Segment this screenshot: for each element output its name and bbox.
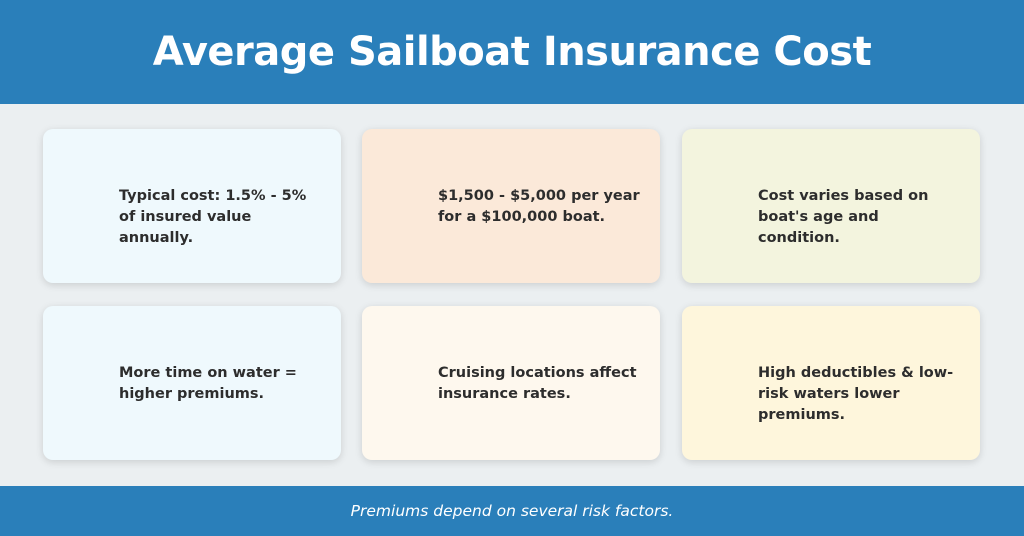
card-text: More time on water = higher premiums.: [119, 365, 297, 402]
card-text: Cruising locations affect insurance rate…: [438, 365, 637, 402]
page-title: Average Sailboat Insurance Cost: [152, 29, 872, 75]
card-text: Typical cost: 1.5% - 5% of insured value…: [119, 188, 307, 246]
info-card-deductibles: High deductibles & low-risk waters lower…: [682, 306, 980, 460]
card-text: Cost varies based on boat's age and cond…: [758, 188, 929, 246]
footer-note: Premiums depend on several risk factors.: [350, 502, 674, 520]
info-card-annual-price: $1,500 - $5,000 per year for a $100,000 …: [362, 129, 660, 283]
header-banner: Average Sailboat Insurance Cost: [0, 0, 1024, 104]
info-card-cruising-locations: Cruising locations affect insurance rate…: [362, 306, 660, 460]
footer-banner: Premiums depend on several risk factors.: [0, 486, 1024, 536]
card-text: High deductibles & low-risk waters lower…: [758, 365, 954, 423]
info-card-typical-cost: Typical cost: 1.5% - 5% of insured value…: [43, 129, 341, 283]
info-card-boat-age: Cost varies based on boat's age and cond…: [682, 129, 980, 283]
info-card-time-on-water: More time on water = higher premiums.: [43, 306, 341, 460]
card-text: $1,500 - $5,000 per year for a $100,000 …: [438, 188, 640, 225]
